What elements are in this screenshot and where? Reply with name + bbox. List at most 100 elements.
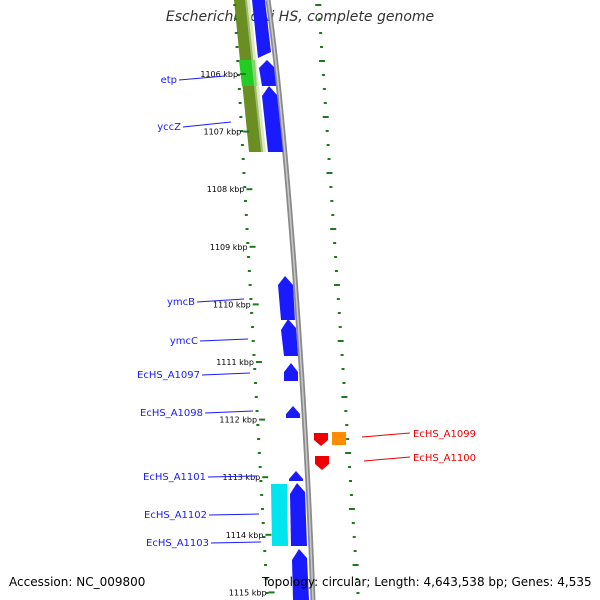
kbp-tick: 1112 kbp — [219, 416, 266, 425]
kbp-tick-label: 1106 kbp — [200, 70, 238, 79]
tick-dot — [319, 32, 323, 34]
tick-dot — [330, 200, 334, 202]
gene-box-cyan — [271, 484, 288, 546]
gene-label-text: EcHS_A1103 — [146, 538, 209, 549]
gene-arrow — [252, 0, 271, 58]
kbp-tick: 1107 kbp — [204, 128, 250, 137]
kbp-tick: 1111 kbp — [216, 358, 262, 367]
gene-label-ymcb: ymcB — [167, 297, 245, 308]
gene-label-layer: etp yccZ ymcB ymcC EcHS_A1097 EcHS_A1098 EcHS_… — [137, 75, 476, 549]
gene-label-echs_a1102: EcHS_A1102 — [144, 510, 260, 521]
tick-dot — [340, 354, 344, 356]
map-title: Escherichia coli HS, complete genome — [165, 9, 435, 25]
gene-label-echs_a1103: EcHS_A1103 — [146, 538, 262, 549]
inner-tick-ring — [233, 4, 269, 594]
kbp-tick: 1114 kbp — [226, 531, 272, 540]
tick-dot — [342, 382, 346, 384]
gene-label-etp: etp — [161, 75, 226, 86]
tick-dot — [341, 368, 345, 370]
gene-label-text: EcHS_A1098 — [140, 408, 203, 419]
kbp-tick: 1106 kbp — [200, 70, 247, 79]
kbp-tick: 1115 kbp — [229, 588, 275, 597]
gene-label-text: yccZ — [157, 122, 181, 133]
tick-dot — [352, 564, 359, 566]
kbp-tick-label: 1107 kbp — [204, 128, 242, 137]
kbp-tick-label: 1113 kbp — [223, 473, 261, 482]
tick-dot — [327, 158, 331, 160]
tick-dot — [337, 340, 344, 342]
tick-dot — [330, 228, 337, 230]
genome-summary-text: Topology: circular; Length: 4,643,538 bp… — [262, 575, 592, 589]
tick-dot — [352, 536, 356, 538]
tick-dot — [333, 284, 340, 286]
tick-dot — [326, 144, 330, 146]
tick-dot — [325, 130, 329, 132]
tick-dot — [315, 4, 322, 6]
tick-dot — [345, 452, 352, 454]
gene-box-orange — [332, 432, 346, 445]
gene-arrow — [290, 483, 307, 546]
gene-arrow — [286, 406, 300, 418]
kbp-tick-label: 1112 kbp — [219, 416, 257, 425]
tick-dot — [335, 270, 338, 272]
gene-label-text: EcHS_A1102 — [144, 510, 207, 521]
tick-dot — [326, 172, 333, 174]
tick-dot — [346, 438, 350, 440]
tick-dot — [355, 578, 359, 580]
gene-label-text: etp — [161, 75, 177, 86]
kbp-tick: 1108 kbp — [207, 185, 253, 194]
gene-label-text: EcHS_A1100 — [413, 453, 476, 464]
tick-dot — [329, 186, 333, 188]
tick-dot — [344, 410, 348, 412]
tick-dot — [319, 60, 325, 62]
tick-dot — [345, 424, 349, 426]
kbp-tick-label: 1108 kbp — [207, 185, 245, 194]
gene-label-echs_a1099: EcHS_A1099 — [361, 429, 476, 440]
kbp-tick: 1110 kbp — [213, 300, 259, 309]
tick-dot — [321, 74, 325, 76]
gene-arrow — [262, 86, 283, 152]
tick-dot — [341, 396, 348, 398]
gc-content-track — [234, 0, 266, 152]
kbp-tick: 1113 kbp — [223, 473, 269, 482]
kbp-ticks: 1106 kbp 1107 kbp 1108 kbp 1109 kbp 1110 kbp… — [200, 70, 275, 597]
tick-dot — [351, 522, 355, 524]
gene-label-ymcc: ymcC — [170, 336, 249, 347]
tick-dot — [349, 480, 352, 482]
tick-dot — [318, 18, 322, 20]
kbp-tick-label: 1111 kbp — [216, 358, 254, 367]
kbp-tick: 1109 kbp — [210, 243, 256, 252]
reverse-genes — [314, 432, 346, 470]
gene-label-echs_a1101: EcHS_A1101 — [143, 472, 258, 483]
tick-dot — [349, 494, 353, 496]
gene-label-text: ymcC — [170, 336, 198, 347]
gene-label-echs_a1100: EcHS_A1100 — [363, 453, 476, 464]
gene-arrow — [278, 276, 295, 320]
tick-dot — [322, 88, 326, 90]
accession-text: Accession: NC_009800 — [9, 575, 146, 589]
tick-dot — [348, 508, 355, 510]
tick-dot — [331, 214, 335, 216]
gene-label-text: ymcB — [167, 297, 195, 308]
tick-dot — [338, 326, 342, 328]
tick-dot — [333, 242, 337, 244]
tick-dot — [320, 46, 324, 48]
gene-label-echs_a1097: EcHS_A1097 — [137, 370, 251, 381]
forward-genes — [252, 0, 309, 600]
gene-label-text: EcHS_A1101 — [143, 472, 206, 483]
tick-dot — [337, 312, 341, 314]
gene-label-yccz: yccZ — [157, 121, 232, 133]
gene-arrow — [315, 456, 329, 470]
gene-label-text: EcHS_A1097 — [137, 370, 200, 381]
gene-arrow — [292, 549, 309, 600]
tick-dot — [334, 256, 338, 258]
outer-tick-ring — [315, 4, 360, 594]
tick-dot — [336, 298, 340, 300]
tick-dot — [353, 550, 357, 552]
tick-dot — [323, 102, 327, 104]
kbp-tick-label: 1115 kbp — [229, 588, 267, 597]
gene-arrow — [284, 363, 298, 381]
gene-label-echs_a1098: EcHS_A1098 — [140, 408, 254, 419]
gene-arrow — [281, 319, 298, 356]
